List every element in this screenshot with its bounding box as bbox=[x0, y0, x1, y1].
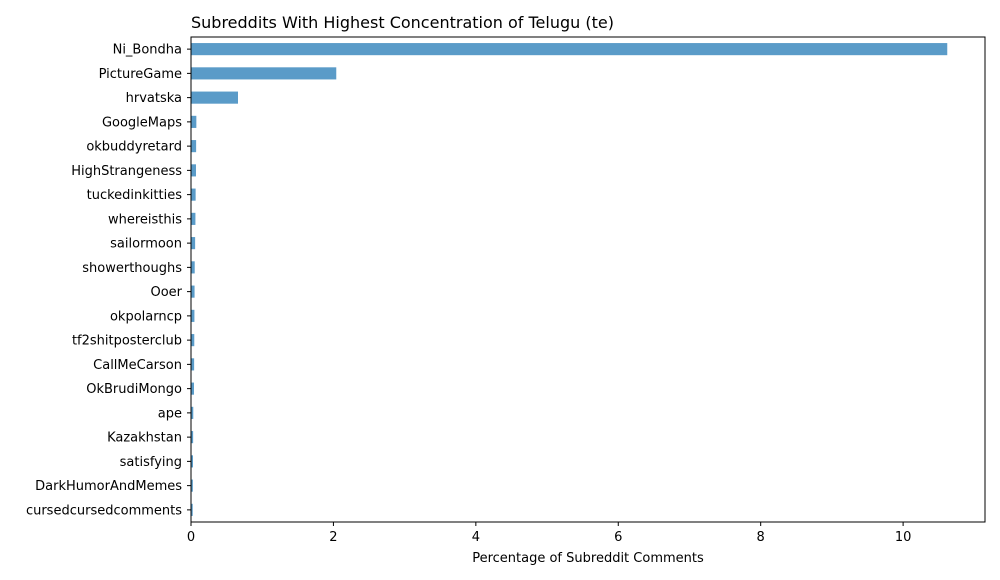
y-tick-label: Kazakhstan bbox=[107, 431, 182, 446]
y-tick-label: HighStrangeness bbox=[71, 164, 182, 179]
bar-Ni_Bondha bbox=[191, 43, 948, 56]
y-tick-label: DarkHumorAndMemes bbox=[35, 479, 182, 494]
bar-GoogleMaps bbox=[191, 115, 197, 128]
y-tick-label: ape bbox=[158, 406, 182, 421]
bar-cursedcursedcomments bbox=[191, 503, 193, 516]
bar-whereisthis bbox=[191, 212, 196, 225]
bars-group bbox=[191, 43, 948, 516]
bar-PictureGame bbox=[191, 67, 337, 80]
y-tick-label: okbuddyretard bbox=[86, 140, 182, 155]
y-tick-label: okpolarncp bbox=[110, 309, 182, 324]
y-tick-label: showerthoughs bbox=[82, 261, 182, 276]
bar-Kazakhstan bbox=[191, 431, 194, 444]
bar-tuckedinkitties bbox=[191, 188, 196, 201]
x-axis-ticks: 0 2 4 6 8 10 bbox=[187, 522, 912, 545]
x-tick-label: 8 bbox=[757, 530, 765, 545]
y-tick-label: cursedcursedcomments bbox=[26, 503, 182, 518]
x-axis-label: Percentage of Subreddit Comments bbox=[472, 551, 704, 566]
y-tick-label: PictureGame bbox=[99, 67, 182, 82]
y-tick-label: whereisthis bbox=[108, 212, 182, 227]
x-tick-label: 6 bbox=[614, 530, 622, 545]
x-tick-label: 0 bbox=[187, 530, 195, 545]
y-tick-label: hrvatska bbox=[126, 91, 182, 106]
bar-HighStrangeness bbox=[191, 164, 196, 177]
bar-showerthoughs bbox=[191, 261, 195, 274]
bar-Ooer bbox=[191, 285, 195, 298]
bar-tf2shitposterclub bbox=[191, 334, 195, 347]
chart-title: Subreddits With Highest Concentration of… bbox=[191, 13, 614, 32]
y-tick-label: tuckedinkitties bbox=[87, 188, 183, 203]
bar-ape bbox=[191, 406, 194, 419]
bar-okpolarncp bbox=[191, 309, 195, 322]
x-tick-label: 10 bbox=[895, 530, 912, 545]
bar-DarkHumorAndMemes bbox=[191, 479, 193, 492]
y-tick-label: tf2shitposterclub bbox=[72, 334, 182, 349]
bar-satisfying bbox=[191, 455, 193, 468]
x-tick-label: 2 bbox=[329, 530, 337, 545]
bar-sailormoon bbox=[191, 237, 196, 250]
y-tick-label: CallMeCarson bbox=[93, 358, 182, 373]
y-tick-label: Ooer bbox=[150, 285, 182, 300]
y-tick-label: Ni_Bondha bbox=[113, 43, 182, 58]
y-tick-label: GoogleMaps bbox=[102, 115, 182, 130]
bar-OkBrudiMongo bbox=[191, 382, 194, 395]
plot-frame bbox=[190, 36, 986, 523]
bar-okbuddyretard bbox=[191, 140, 197, 153]
y-tick-label: OkBrudiMongo bbox=[86, 382, 182, 397]
bar-CallMeCarson bbox=[191, 358, 195, 371]
y-tick-label: sailormoon bbox=[110, 237, 182, 252]
x-tick-label: 4 bbox=[472, 530, 480, 545]
y-axis-ticks: Ni_Bondha PictureGame hrvatska GoogleMaps ok… bbox=[26, 43, 191, 518]
y-tick-label: satisfying bbox=[120, 455, 182, 470]
bar-hrvatska bbox=[191, 91, 238, 104]
